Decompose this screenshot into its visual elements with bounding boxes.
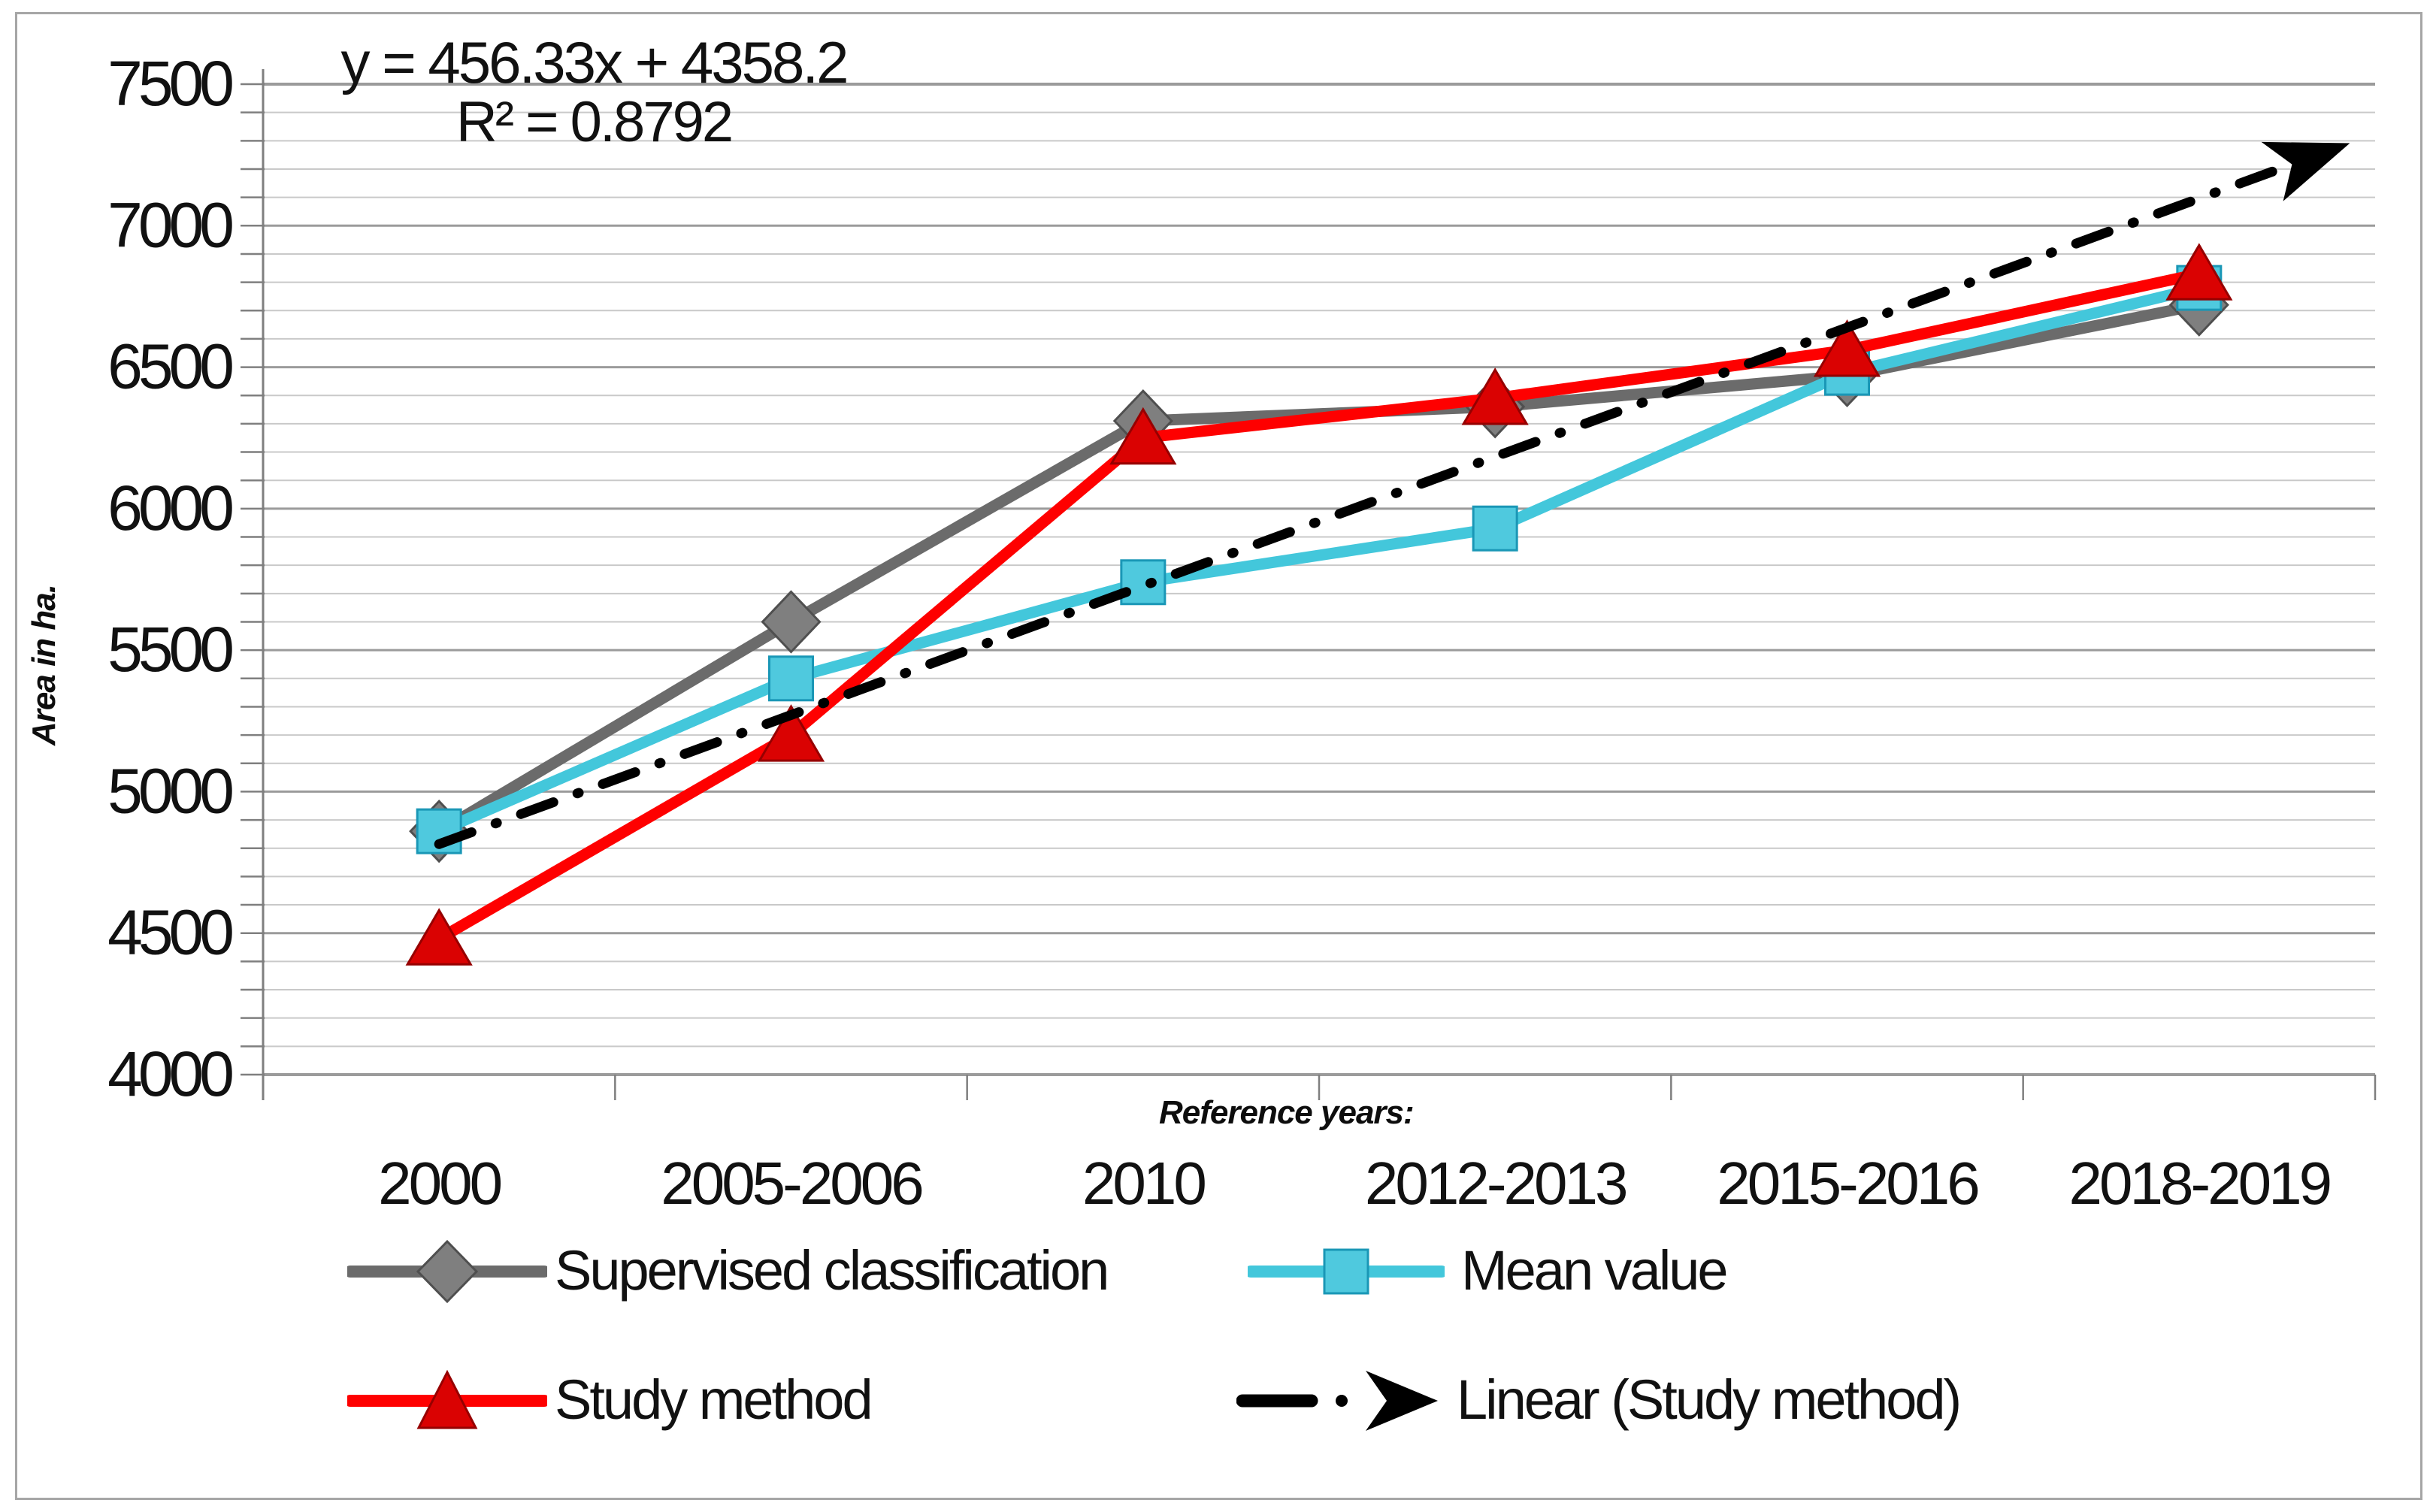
axis-ticks [241,69,2377,1100]
y-tick-label: 4500 [107,897,232,968]
legend-label-study: Study method [555,1368,873,1431]
triangle-marker [2165,243,2233,301]
trendline-r-squared: R² = 0.8792 [455,89,734,154]
legend-swatch-mean-line [1248,1248,1445,1295]
legend-swatch-supervised-line [347,1239,547,1304]
triangle-marker [1461,367,1529,425]
triangle-marker [1109,407,1177,465]
y-tick-label: 7500 [107,48,232,119]
y-tick-label: 7000 [107,189,232,260]
x-axis-title: Reference years: [1159,1094,1415,1131]
y-tick-label: 5500 [107,614,232,685]
diamond-marker-icon [416,1239,479,1304]
legend-label-mean: Mean value [1461,1239,1729,1302]
x-category-label: 2015-2016 [1717,1150,1978,1217]
series-diamond [409,273,2229,863]
y-tick-labels: 4000 4500 5000 5500 6000 6500 7000 7500 [107,48,237,1109]
x-category-label: 2018-2019 [2069,1150,2330,1217]
trendline-group [434,141,2350,849]
trendline-annotation: y = 456.33x + 4358.2 R² = 0.8792 [301,29,887,154]
trendline-arrowhead [2261,141,2350,201]
arrow-right-icon [1366,1371,1438,1431]
trendline [434,162,2290,849]
y-tick-label: 6500 [107,331,232,402]
triangle-marker [757,704,825,762]
series-line [433,268,2205,945]
legend-swatch-study-line [347,1369,547,1429]
y-tick-label: 4000 [107,1039,232,1109]
legend-label-supervised: Supervised classification [555,1239,1109,1302]
y-axis-title: Area in ha. [26,585,62,745]
gridlines [263,83,2375,1076]
square-marker [768,655,814,702]
square-marker-icon [1323,1248,1369,1295]
x-category-label: 2000 [378,1150,501,1217]
legend-dot [1336,1395,1348,1407]
x-category-label: 2012-2013 [1365,1150,1626,1217]
series-line [433,282,2205,837]
series-triangle [405,243,2233,966]
square-marker [1472,505,1518,552]
y-tick-label: 5000 [107,755,232,826]
triangle-marker [1813,319,1881,377]
x-tick-labels: 2000 2005-2006 2010 2012-2013 2015-2016 2018-… [378,1150,2332,1217]
square-marker [1120,559,1167,606]
y-tick-label: 6000 [107,473,232,543]
trendline-equation: y = 456.33x + 4358.2 [340,29,849,95]
x-category-label: 2010 [1082,1150,1205,1217]
legend-label-trendline: Linear (Study method) [1457,1368,1962,1431]
diamond-marker [761,590,822,654]
x-category-label: 2005-2006 [661,1150,921,1217]
triangle-marker-icon [416,1369,478,1429]
triangle-marker [405,908,473,966]
legend-swatch-trendline [1236,1371,1438,1431]
